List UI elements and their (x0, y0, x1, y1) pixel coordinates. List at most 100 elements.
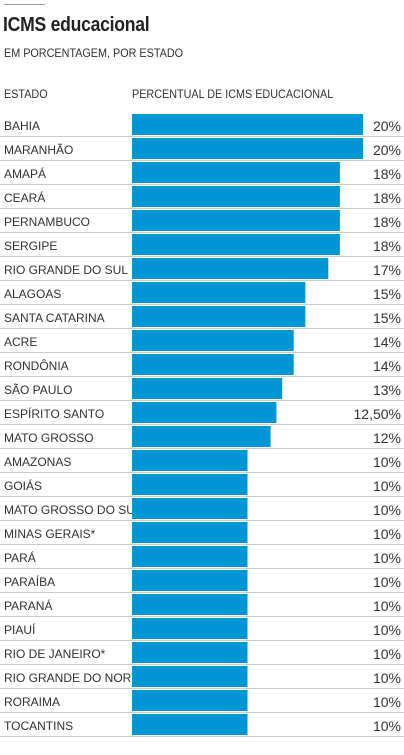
value-label: 18% (373, 214, 401, 230)
value-label: 10% (373, 694, 401, 710)
bar (132, 498, 248, 519)
chart-row: RONDÔNIA 14% (0, 354, 404, 377)
chart-row: SÃO PAULO 13% (0, 378, 404, 401)
value-label: 18% (373, 166, 401, 182)
chart-subtitle: EM PORCENTAGEM, POR ESTADO (4, 46, 184, 60)
top-rule (4, 4, 45, 5)
state-label: CEARÁ (4, 190, 45, 205)
state-label: MINAS GERAIS* (4, 527, 96, 541)
state-label: PERNAMBUCO (4, 215, 90, 229)
state-label: TOCANTINS (4, 719, 73, 733)
bar (132, 138, 363, 159)
state-label: SANTA CATARINA (4, 311, 105, 325)
state-label: SÃO PAULO (4, 383, 72, 397)
state-label: ACRE (4, 335, 37, 349)
chart-row: RIO DE JANEIRO* 10% (0, 642, 404, 665)
chart-row: RORAIMA 10% (0, 690, 404, 713)
chart-row: ACRE 14% (0, 330, 404, 353)
bar (132, 426, 271, 447)
chart-row: SANTA CATARINA 15% (0, 306, 404, 329)
bar (132, 186, 340, 207)
chart-row: AMAZONAS 10% (0, 450, 404, 473)
column-header-value: PERCENTUAL DE ICMS EDUCACIONAL (132, 87, 334, 101)
bar (132, 162, 340, 183)
value-label: 18% (373, 238, 401, 254)
chart-row: GOIÁS 10% (0, 474, 404, 497)
value-label: 13% (373, 382, 401, 398)
state-label: ALAGOAS (4, 287, 61, 301)
state-label: RIO DE JANEIRO* (4, 647, 106, 661)
state-label: MARANHÃO (4, 143, 73, 157)
chart-row: MARANHÃO 20% (0, 138, 404, 161)
chart-row: ALAGOAS 15% (0, 282, 404, 305)
bar (132, 402, 277, 423)
chart-row: MINAS GERAIS* 10% (0, 522, 404, 545)
bar (132, 546, 248, 567)
value-label: 10% (373, 646, 401, 662)
chart-row: PARAÍBA 10% (0, 570, 404, 593)
chart-row: MATO GROSSO DO SUL 10% (0, 498, 404, 521)
bar (132, 522, 248, 543)
value-label: 10% (373, 622, 401, 638)
state-label: GOIÁS (4, 478, 42, 493)
state-label: RIO GRANDE DO NORTE (4, 671, 146, 685)
value-label: 12% (373, 430, 401, 446)
column-header-state: ESTADO (4, 87, 48, 101)
bar (132, 570, 248, 591)
value-label: 14% (373, 358, 401, 374)
bar (132, 666, 248, 687)
value-label: 14% (373, 334, 401, 350)
value-label: 10% (373, 526, 401, 542)
chart-row: PARÁ 10% (0, 546, 404, 569)
chart-row: PERNAMBUCO 18% (0, 210, 404, 233)
value-label: 10% (373, 454, 401, 470)
state-label: MATO GROSSO DO SUL (4, 503, 142, 517)
value-label: 12,50% (354, 406, 401, 422)
bar (132, 282, 306, 303)
bar (132, 354, 294, 375)
chart-title: ICMS educacional (3, 14, 150, 36)
bar (132, 714, 248, 735)
bar (132, 210, 340, 231)
chart-row: MATO GROSSO 12% (0, 426, 404, 449)
value-label: 10% (373, 550, 401, 566)
chart-row: CEARÁ 18% (0, 186, 404, 209)
bar (132, 234, 340, 255)
chart-row: BAHIA 20% (0, 114, 404, 137)
state-label: PARAÍBA (4, 574, 55, 589)
state-label: AMAPÁ (4, 166, 46, 181)
state-label: ESPÍRITO SANTO (4, 406, 104, 421)
chart-row: RIO GRANDE DO NORTE 10% (0, 666, 404, 689)
bar (132, 642, 248, 663)
bar (132, 474, 248, 495)
state-label: AMAZONAS (4, 455, 71, 469)
value-label: 17% (373, 262, 401, 278)
value-label: 20% (373, 118, 401, 134)
chart-row: RIO GRANDE DO SUL 17% (0, 258, 404, 281)
value-label: 10% (373, 670, 401, 686)
bar (132, 618, 248, 639)
chart-row: PIAUÍ 10% (0, 618, 404, 641)
bar (132, 690, 248, 711)
bar (132, 378, 283, 399)
value-label: 10% (373, 718, 401, 734)
value-label: 15% (373, 286, 401, 302)
bar (132, 330, 294, 351)
state-label: RIO GRANDE DO SUL (4, 263, 128, 277)
chart-row: TOCANTINS 10% (0, 714, 404, 737)
value-label: 10% (373, 598, 401, 614)
chart-row: PARANÁ 10% (0, 594, 404, 617)
state-label: MATO GROSSO (4, 431, 94, 445)
value-label: 10% (373, 502, 401, 518)
chart-row: SERGIPE 18% (0, 234, 404, 257)
bar (132, 114, 363, 135)
state-label: BAHIA (4, 119, 40, 133)
state-label: SERGIPE (4, 239, 57, 253)
state-label: RORAIMA (4, 695, 60, 709)
state-label: RONDÔNIA (4, 358, 69, 373)
bar (132, 258, 329, 279)
value-label: 20% (373, 142, 401, 158)
value-label: 15% (373, 310, 401, 326)
state-label: PARANÁ (4, 598, 52, 613)
